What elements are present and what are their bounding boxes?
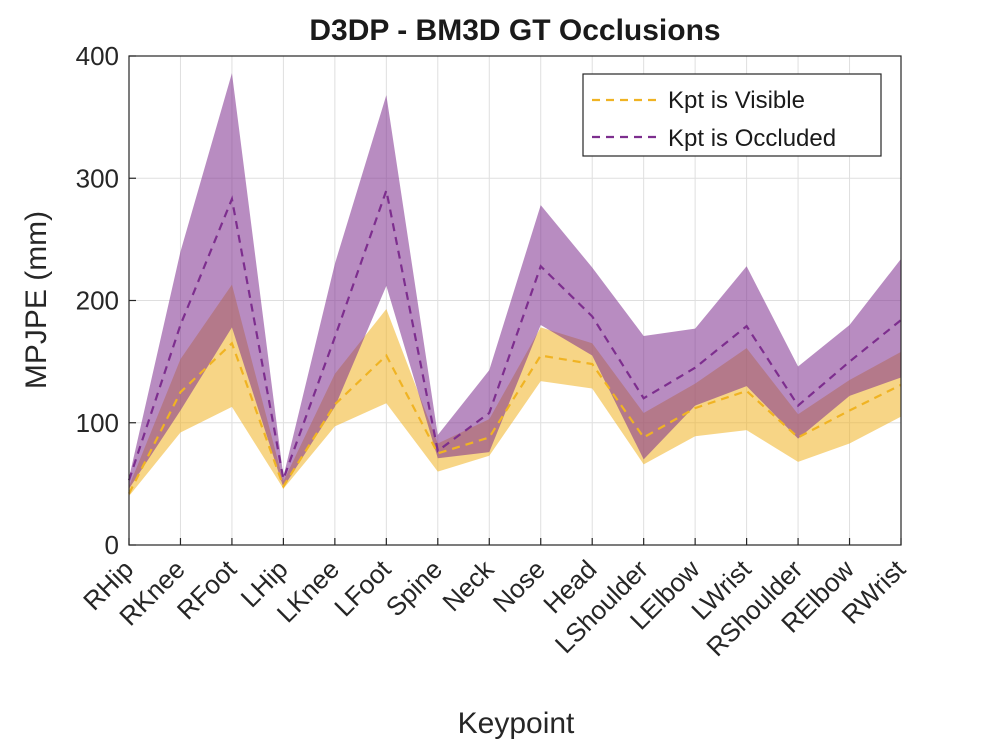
y-tick-label: 400 xyxy=(76,41,119,71)
legend: Kpt is Visible Kpt is Occluded xyxy=(582,73,882,157)
mean-line-occluded xyxy=(127,186,902,484)
x-tick-label: RFoot xyxy=(171,553,243,625)
legend-label-visible: Kpt is Visible xyxy=(668,87,805,114)
y-tick-label: 100 xyxy=(76,408,119,438)
bands xyxy=(129,73,901,497)
x-tick-label: LFoot xyxy=(328,553,397,622)
legend-label-occluded: Kpt is Occluded xyxy=(668,125,836,152)
y-tick-label: 300 xyxy=(76,163,119,193)
series-lines xyxy=(127,186,902,495)
band-occluded xyxy=(129,73,901,489)
y-ticks: 0 100 200 300 400 xyxy=(76,41,136,560)
x-tick-label: Nose xyxy=(487,554,551,618)
x-axis-label: Keypoint xyxy=(458,707,575,740)
y-tick-label: 0 xyxy=(105,530,119,560)
x-ticks: RHipRKneeRFootLHipLKneeLFootSpineNeckNos… xyxy=(77,538,912,662)
y-axis-label: MPJPE (mm) xyxy=(20,211,53,389)
band-visible xyxy=(129,284,901,497)
y-tick-label: 200 xyxy=(76,286,119,316)
x-tick-label: Spine xyxy=(380,554,448,622)
mean-line-visible xyxy=(128,341,902,495)
legend-box xyxy=(582,73,882,157)
chart-title: D3DP - BM3D GT Occlusions xyxy=(309,14,720,47)
x-tick-label: Neck xyxy=(436,553,500,617)
